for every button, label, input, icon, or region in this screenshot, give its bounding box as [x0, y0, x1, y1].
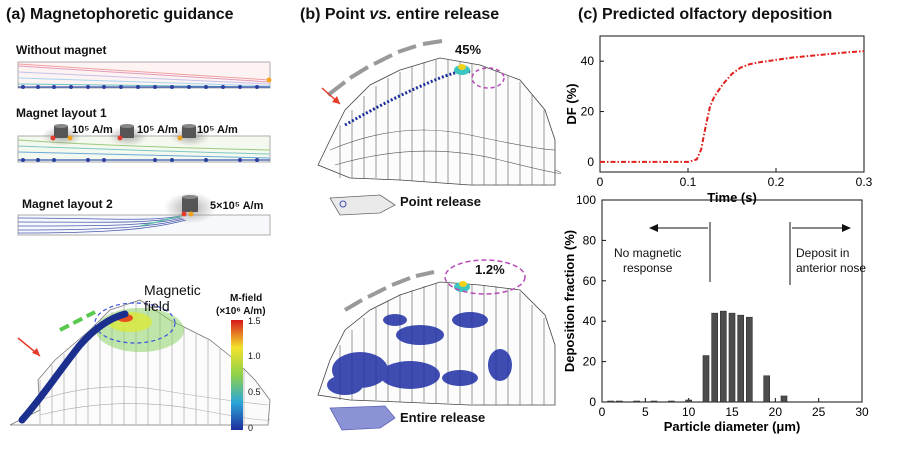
- annotation-line: Deposit in: [796, 246, 850, 260]
- colorbar-tick: 0: [248, 423, 254, 433]
- x-tick-label: 0.2: [768, 175, 785, 189]
- magnetic-field-label: Magnetic field: [144, 282, 201, 314]
- magnet-cylinder: [182, 197, 198, 212]
- deposition-bar: [607, 400, 614, 403]
- panel-b-title-post: entire release: [391, 6, 500, 23]
- deposition-bar: [711, 312, 718, 403]
- x-tick-label: 5: [642, 405, 649, 419]
- y-tick-label: 40: [583, 314, 597, 328]
- deposition-bar: [737, 314, 744, 403]
- x-tick-label: 30: [855, 405, 869, 419]
- df-time-chart: 0 0.1 0.2 0.3 0 20 40 Time (s) DF (%): [564, 35, 873, 205]
- colorbar-tick: 1.5: [248, 316, 261, 326]
- deposition-bar: [720, 310, 727, 403]
- df-series-line: [600, 50, 865, 163]
- annotation-line: No magnetic: [614, 246, 682, 260]
- x-tick-label: 0: [597, 175, 604, 189]
- panel-a-title: (a) Magnetophoretic guidance: [6, 6, 234, 23]
- y-tick-label: 40: [581, 54, 595, 68]
- x-axis-label: Particle diameter (μm): [664, 419, 801, 434]
- y-tick-label: 20: [581, 105, 595, 119]
- y-axis-label: Deposition fraction (%): [562, 230, 577, 372]
- nose-model-entire-release: [317, 259, 556, 406]
- y-tick-label: 60: [583, 274, 597, 288]
- entire-release-label: Entire release: [400, 410, 486, 425]
- nose-model-magnetic: [9, 299, 271, 426]
- y-tick-label: 80: [583, 233, 597, 247]
- deposition-bar: [650, 400, 658, 403]
- panel-b-title-vs: vs.: [369, 6, 392, 23]
- annotation-line: anterior nose: [796, 261, 867, 275]
- panel-c-title: (c) Predicted olfactory deposition: [578, 6, 833, 23]
- x-tick-label: 10: [682, 405, 696, 419]
- y-tick-label: 0: [587, 155, 594, 169]
- colorbar-unit: (×10⁶ A/m): [216, 306, 266, 317]
- magnet-cylinder: [42, 124, 82, 146]
- magnet-cylinder: [108, 124, 148, 146]
- deposition-bar: [746, 316, 753, 403]
- annotation-line: response: [623, 261, 673, 275]
- y-tick-label: 20: [583, 355, 597, 369]
- panel-b-title: (b) Point vs. entire release: [300, 6, 499, 24]
- magnet-layout-2-channel: [17, 192, 271, 236]
- y-axis-label: DF (%): [564, 83, 579, 124]
- entire-release-icon: [329, 405, 396, 431]
- deposition-bar: [633, 400, 640, 403]
- entire-release-percentage: 1.2%: [475, 262, 505, 277]
- plot-frame: [599, 35, 865, 173]
- x-tick-label: 25: [812, 405, 826, 419]
- x-axis-label: Time (s): [707, 190, 757, 205]
- y-tick-label: 0: [589, 395, 596, 409]
- x-tick-label: 0.3: [856, 175, 873, 189]
- panel-b-title-pre: (b) Point: [300, 6, 370, 23]
- deposition-bar: [728, 312, 736, 403]
- point-release-label: Point release: [400, 194, 481, 209]
- magnet-strength-label: 10⁵ A/m: [137, 124, 178, 136]
- x-tick-label: 0: [599, 405, 606, 419]
- annotation-no-magnetic-response: No magnetic response: [614, 246, 681, 276]
- magnet-layout-1-channel: [17, 124, 271, 163]
- deposition-bar: [780, 395, 788, 403]
- point-release-icon: [329, 194, 396, 216]
- deposition-bar: [685, 399, 692, 403]
- annotation-arrows: [649, 222, 851, 285]
- magnet-strength-label: 10⁵ A/m: [197, 124, 238, 136]
- y-tick-label: 100: [576, 193, 596, 207]
- m-field-colorbar: [231, 320, 243, 430]
- colorbar-title: M-field: [230, 293, 263, 304]
- deposition-bar-chart: 0 5 10 15 20 25 30 0 20 40 60 80 100 Particle diamete…: [562, 193, 869, 434]
- deposition-bar: [616, 400, 623, 403]
- colorbar-tick: 1.0: [248, 351, 261, 361]
- magnet-strength-label: 10⁵ A/m: [72, 124, 113, 136]
- deposition-bar: [763, 375, 770, 403]
- magnet-strength-label: 5×10⁵ A/m: [210, 200, 264, 212]
- x-tick-label: 15: [725, 405, 739, 419]
- magnet-cylinder: [170, 124, 210, 146]
- colorbar-tick: 0.5: [248, 387, 261, 397]
- without-magnet-label: Without magnet: [16, 43, 107, 57]
- deposition-bar: [668, 400, 675, 403]
- x-tick-label: 0.1: [680, 175, 697, 189]
- point-release-percentage: 45%: [455, 42, 482, 57]
- magnet-layout-1-label: Magnet layout 1: [16, 106, 107, 120]
- x-tick-label: 20: [769, 405, 783, 419]
- magnet-layout-2-label: Magnet layout 2: [22, 197, 113, 211]
- deposition-bar: [702, 355, 710, 403]
- annotation-anterior-nose: Deposit in anterior nose: [796, 246, 866, 276]
- nose-model-point-release: [317, 39, 562, 186]
- without-magnet-channel: [17, 61, 272, 89]
